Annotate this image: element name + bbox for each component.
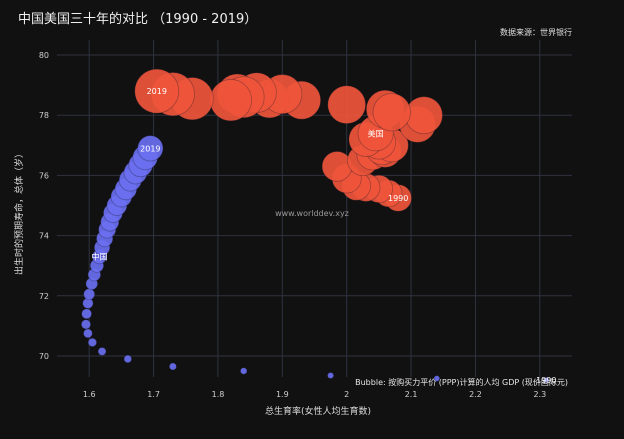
point-annotation: 1990	[388, 194, 408, 203]
bubble-point[interactable]	[372, 93, 411, 132]
bubble-point[interactable]	[240, 367, 248, 375]
x-tick-label: 2.2	[469, 390, 482, 399]
bubble-point[interactable]	[87, 337, 97, 347]
x-axis-ticks: 1.6 1.7 1.8 1.9 2 2.1 2.2 2.3	[83, 390, 546, 399]
point-annotation: 2019	[140, 144, 160, 153]
y-tick-label: 74	[39, 232, 49, 241]
y-tick-label: 76	[39, 171, 49, 180]
bubble-point[interactable]	[321, 151, 353, 182]
x-tick-label: 1.9	[276, 390, 289, 399]
bubble-point[interactable]	[134, 68, 180, 114]
x-tick-label: 2.1	[405, 390, 418, 399]
x-tick-label: 1.6	[83, 390, 96, 399]
x-axis-label: 总生育率(女性人均生育数)	[265, 405, 371, 417]
data-source-note: 数据来源：世界银行	[500, 28, 572, 37]
x-tick-label: 1.8	[212, 390, 225, 399]
bubble-point[interactable]	[433, 375, 441, 382]
y-tick-label: 72	[39, 292, 49, 301]
chart-title: 中国美国三十年的对比 （1990 - 2019）	[18, 12, 258, 27]
y-axis-ticks: 70 72 74 76 78 80	[39, 51, 49, 361]
y-axis-label: 出生时的预期寿命，总体（岁）	[13, 149, 25, 275]
point-annotation: 中国	[91, 252, 107, 262]
x-tick-label: 2	[344, 390, 349, 399]
y-tick-label: 70	[39, 352, 49, 361]
bubble-size-note: Bubble: 按购买力平价 (PPP)计算的人均 GDP (现价国际元)	[355, 377, 568, 387]
y-tick-label: 78	[39, 111, 49, 120]
bubble-point[interactable]	[209, 79, 252, 122]
point-annotations: 1990 中国 2019 1990 美国 2019	[91, 87, 556, 385]
x-tick-label: 2.3	[533, 390, 546, 399]
series-usa	[134, 68, 443, 212]
bubble-point[interactable]	[83, 328, 93, 339]
series-china	[80, 135, 550, 384]
watermark: www.worlddev.xyz	[275, 209, 349, 218]
bubble-point[interactable]	[123, 354, 132, 364]
bubble-point[interactable]	[81, 308, 92, 320]
point-annotation: 2019	[147, 87, 167, 96]
bubble-point[interactable]	[137, 135, 164, 162]
bubble-point[interactable]	[97, 347, 107, 356]
y-tick-label: 80	[39, 51, 49, 60]
x-tick-label: 1.7	[147, 390, 160, 399]
bubble-point[interactable]	[83, 288, 96, 301]
bubble-point[interactable]	[327, 372, 335, 379]
point-annotation: 1990	[536, 376, 556, 385]
bubble-point[interactable]	[168, 362, 177, 371]
bubble-point[interactable]	[80, 319, 92, 330]
point-annotation: 美国	[368, 128, 384, 138]
bubble-point[interactable]	[543, 376, 550, 384]
bubble-point[interactable]	[327, 85, 366, 125]
bubble-point[interactable]	[404, 96, 443, 135]
bubbles	[80, 68, 550, 384]
